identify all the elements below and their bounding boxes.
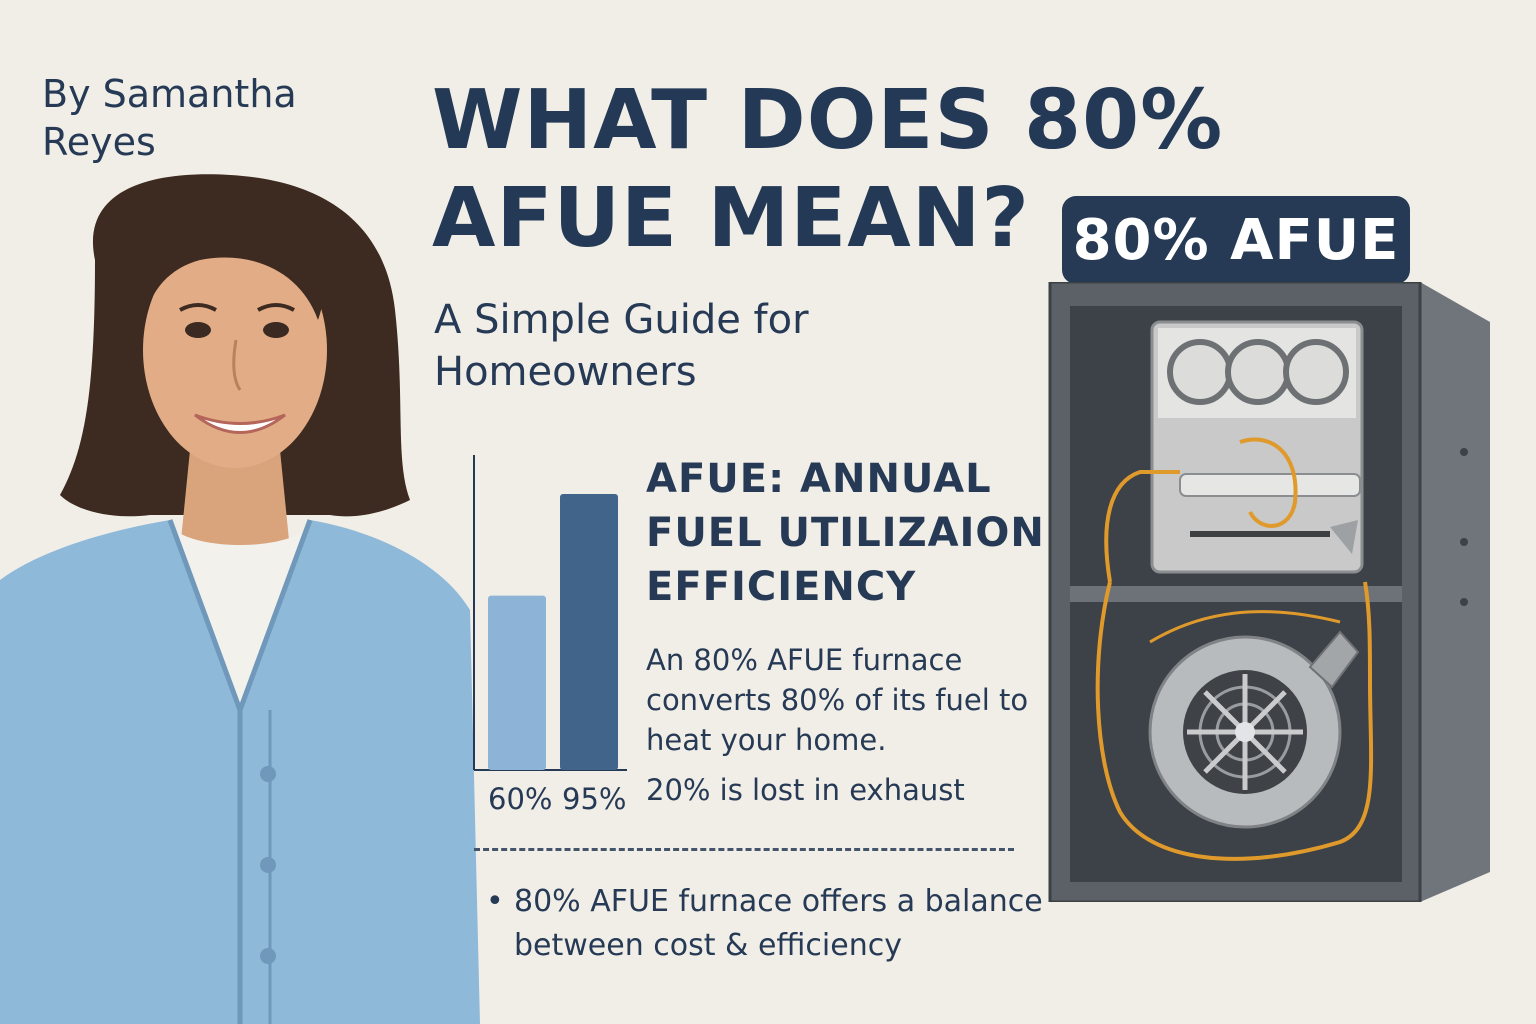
bullet-item: • 80% AFUE furnace offers a balance betw…: [486, 880, 1106, 968]
page-title: WHAT DOES 80% AFUE MEAN?: [432, 73, 1224, 266]
definition-heading: AFUE: ANNUAL FUEL UTILIZAION EFFICIENCY: [646, 456, 1045, 610]
chart-tick-label-60: 60%: [488, 782, 553, 816]
woman-portrait-illustration: [0, 174, 480, 1024]
chart-tick-label-95: 95%: [562, 782, 627, 816]
chart-bar-95: [560, 494, 618, 770]
author-byline: By Samantha Reyes: [42, 72, 297, 164]
afue-badge: 80% AFUE: [1062, 196, 1410, 284]
furnace-illustration: [1048, 282, 1490, 902]
page-subtitle: A Simple Guide for Homeowners: [434, 297, 809, 395]
chart-bar-60: [488, 595, 546, 770]
definition-body: An 80% AFUE furnace converts 80% of its …: [646, 643, 1029, 757]
dashed-divider: [474, 848, 1014, 851]
bullet-marker: •: [486, 884, 504, 919]
efficiency-bar-chart: [473, 455, 627, 771]
bullet-text: 80% AFUE furnace offers a balance betwee…: [514, 884, 1043, 963]
definition-loss: 20% is lost in exhaust: [646, 773, 965, 807]
